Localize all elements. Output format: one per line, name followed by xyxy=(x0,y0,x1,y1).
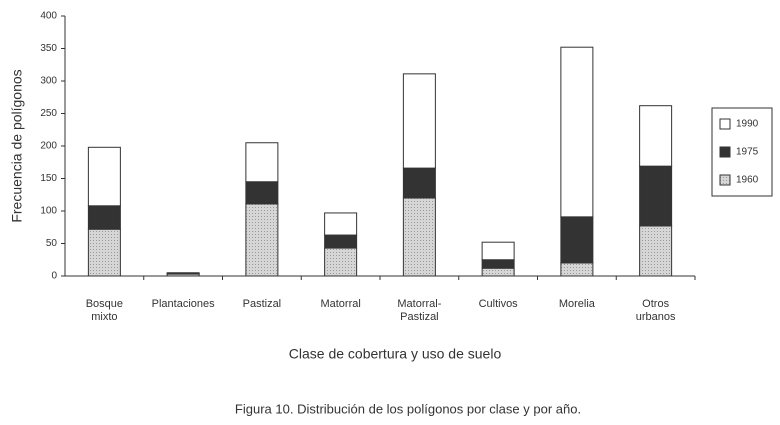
bar-segment xyxy=(324,234,358,249)
bar-segment xyxy=(639,105,673,167)
legend-swatch xyxy=(719,146,731,158)
y-tick-label: 150 xyxy=(40,173,57,184)
bar-segment xyxy=(639,225,673,277)
y-tick-label: 50 xyxy=(46,238,58,249)
bar-segment xyxy=(560,46,594,218)
x-tick-label: Bosque mixto xyxy=(85,298,124,323)
bar-segment xyxy=(87,146,121,207)
x-tick-label: Matorral xyxy=(320,298,361,310)
bar-segment xyxy=(324,247,358,277)
x-tick-label: Matorral-Pastizal xyxy=(397,298,442,323)
x-tick-label: Cultivos xyxy=(478,298,518,310)
y-tick-label: 400 xyxy=(40,11,57,22)
bar-segment xyxy=(166,272,200,274)
legend-label: 1960 xyxy=(736,175,759,186)
y-tick-label: 300 xyxy=(40,76,57,87)
bar-segment xyxy=(481,259,515,269)
y-tick-label: 200 xyxy=(40,141,57,152)
y-tick-label: 0 xyxy=(51,271,57,282)
x-tick-label: Otros urbanos xyxy=(635,298,676,323)
bar-segment xyxy=(402,197,436,277)
y-tick-label: 100 xyxy=(40,206,57,217)
bar-segment xyxy=(481,267,515,277)
bar-segment xyxy=(245,142,279,183)
bar-segment xyxy=(560,216,594,264)
legend-label: 1975 xyxy=(736,147,759,158)
x-tick-label: Pastizal xyxy=(242,298,282,310)
bar-segment xyxy=(324,212,358,236)
bar-segment xyxy=(87,205,121,230)
bar-segment xyxy=(481,241,515,261)
bar-segment xyxy=(245,181,279,205)
legend-swatch xyxy=(719,118,731,130)
bar-segment xyxy=(639,165,673,227)
y-tick-label: 350 xyxy=(40,43,57,54)
x-tick-label: Morelia xyxy=(558,298,595,310)
bar-segment xyxy=(245,203,279,277)
y-axis-title: Frecuencia de polígonos xyxy=(9,69,25,222)
caption: Figura 10. Distribución de los polígonos… xyxy=(235,401,581,416)
x-tick-label: Plantaciones xyxy=(151,298,215,310)
bar-segment xyxy=(560,262,594,277)
legend-label: 1990 xyxy=(736,119,759,130)
x-axis-title: Clase de cobertura y uso de suelo xyxy=(289,346,502,362)
bar-segment xyxy=(402,167,436,199)
bar-segment xyxy=(87,228,121,277)
legend-swatch xyxy=(719,174,731,186)
bar-segment xyxy=(402,73,436,169)
y-tick-label: 250 xyxy=(40,108,57,119)
